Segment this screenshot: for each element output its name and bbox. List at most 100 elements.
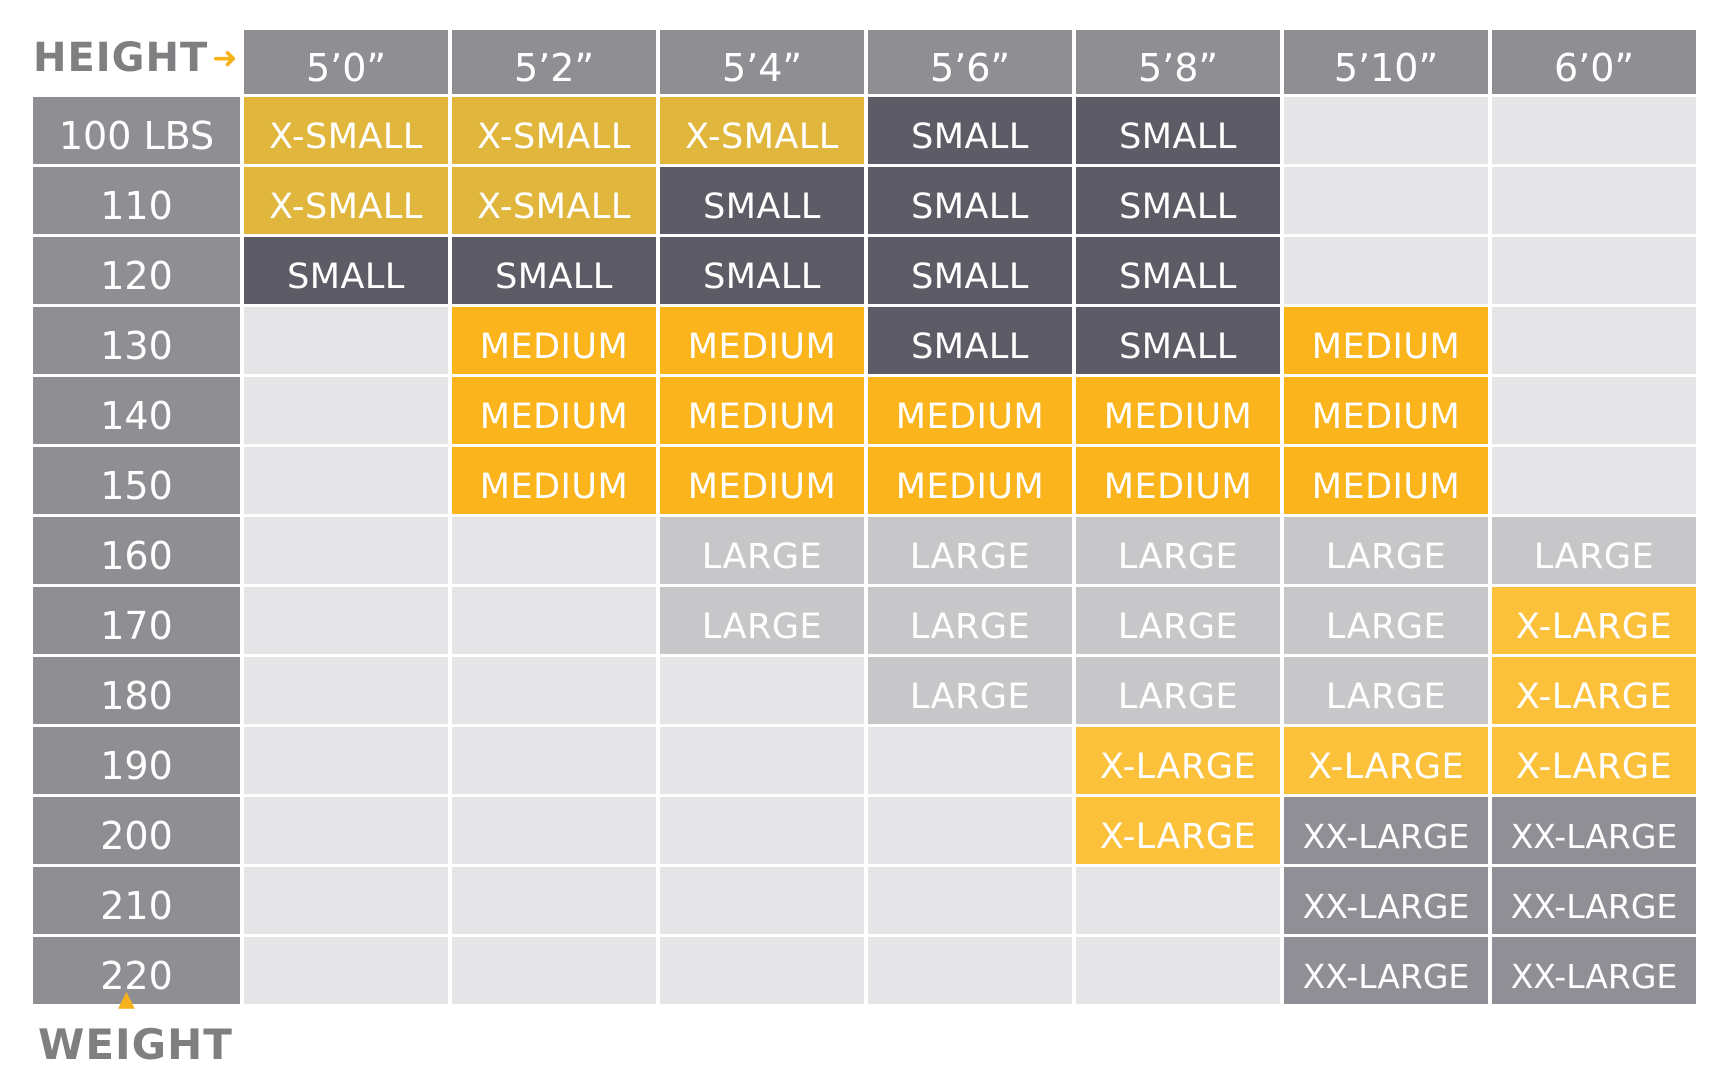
- size-cell: X-SMALL: [452, 97, 656, 164]
- height-header-cell: 5’6”: [868, 30, 1072, 94]
- height-header-cell: 5’2”: [452, 30, 656, 94]
- weight-axis-label: WEIGHT: [38, 1020, 233, 1069]
- weight-row-label: 120: [33, 237, 240, 304]
- empty-cell: [452, 797, 656, 864]
- size-cell: MEDIUM: [1076, 377, 1280, 444]
- empty-cell: [1076, 867, 1280, 934]
- empty-cell: [244, 657, 448, 724]
- size-cell: MEDIUM: [868, 377, 1072, 444]
- size-cell: X-SMALL: [660, 97, 864, 164]
- size-cell: LARGE: [1076, 517, 1280, 584]
- size-cell: LARGE: [1284, 587, 1488, 654]
- size-cell: SMALL: [1076, 307, 1280, 374]
- weight-row-label: 210: [33, 867, 240, 934]
- height-header-cell: 5’0”: [244, 30, 448, 94]
- empty-cell: [868, 937, 1072, 1004]
- empty-cell: [244, 587, 448, 654]
- size-cell: LARGE: [1284, 657, 1488, 724]
- weight-row-label: 170: [33, 587, 240, 654]
- size-cell: LARGE: [868, 657, 1072, 724]
- empty-cell: [1492, 307, 1696, 374]
- empty-cell: [452, 867, 656, 934]
- empty-cell: [452, 587, 656, 654]
- empty-cell: [244, 867, 448, 934]
- size-cell: MEDIUM: [660, 447, 864, 514]
- size-cell: MEDIUM: [452, 447, 656, 514]
- size-cell: LARGE: [868, 587, 1072, 654]
- empty-cell: [452, 937, 656, 1004]
- size-cell: MEDIUM: [868, 447, 1072, 514]
- size-cell: XX-LARGE: [1284, 867, 1488, 934]
- weight-row-label: 150: [33, 447, 240, 514]
- height-header-cell: 5’4”: [660, 30, 864, 94]
- size-cell: MEDIUM: [1284, 377, 1488, 444]
- empty-cell: [244, 447, 448, 514]
- empty-cell: [1284, 97, 1488, 164]
- size-cell: MEDIUM: [1076, 447, 1280, 514]
- size-cell: LARGE: [660, 587, 864, 654]
- size-cell: MEDIUM: [1284, 307, 1488, 374]
- empty-cell: [660, 727, 864, 794]
- empty-cell: [1492, 377, 1696, 444]
- size-cell: X-LARGE: [1076, 797, 1280, 864]
- size-cell: SMALL: [868, 97, 1072, 164]
- empty-cell: [1492, 447, 1696, 514]
- empty-cell: [660, 937, 864, 1004]
- size-cell: MEDIUM: [452, 307, 656, 374]
- size-cell: X-LARGE: [1076, 727, 1280, 794]
- empty-cell: [244, 937, 448, 1004]
- size-cell: MEDIUM: [452, 377, 656, 444]
- size-cell: LARGE: [868, 517, 1072, 584]
- size-cell: SMALL: [660, 237, 864, 304]
- height-corner: HEIGHT ➜: [33, 30, 240, 94]
- size-cell: SMALL: [660, 167, 864, 234]
- size-cell: X-SMALL: [244, 167, 448, 234]
- size-cell: SMALL: [868, 237, 1072, 304]
- size-cell: SMALL: [1076, 237, 1280, 304]
- empty-cell: [868, 867, 1072, 934]
- empty-cell: [244, 727, 448, 794]
- empty-cell: [1284, 237, 1488, 304]
- size-cell: SMALL: [1076, 167, 1280, 234]
- empty-cell: [660, 657, 864, 724]
- empty-cell: [452, 657, 656, 724]
- weight-row-label: 180: [33, 657, 240, 724]
- empty-cell: [660, 867, 864, 934]
- size-cell: LARGE: [660, 517, 864, 584]
- empty-cell: [660, 797, 864, 864]
- size-cell: X-LARGE: [1492, 727, 1696, 794]
- weight-row-label: 200: [33, 797, 240, 864]
- size-chart-grid: HEIGHT ➜ 5’0” 5’2” 5’4” 5’6” 5’8” 5’10” 6’0” 10…: [33, 30, 1696, 1004]
- weight-row-label: 160: [33, 517, 240, 584]
- empty-cell: [244, 377, 448, 444]
- empty-cell: [244, 517, 448, 584]
- weight-row-label: 140: [33, 377, 240, 444]
- weight-row-label: 220: [33, 937, 240, 1004]
- empty-cell: [1284, 167, 1488, 234]
- empty-cell: [868, 727, 1072, 794]
- size-cell: X-LARGE: [1284, 727, 1488, 794]
- size-cell: LARGE: [1076, 587, 1280, 654]
- empty-cell: [452, 727, 656, 794]
- weight-row-label: 110: [33, 167, 240, 234]
- size-cell: X-SMALL: [244, 97, 448, 164]
- size-cell: LARGE: [1284, 517, 1488, 584]
- size-cell: XX-LARGE: [1492, 937, 1696, 1004]
- weight-row-label: 190: [33, 727, 240, 794]
- arrow-right-icon: ➜: [212, 40, 239, 76]
- empty-cell: [1492, 97, 1696, 164]
- size-cell: XX-LARGE: [1492, 797, 1696, 864]
- height-label-text: HEIGHT: [33, 35, 209, 81]
- empty-cell: [1492, 237, 1696, 304]
- empty-cell: [244, 307, 448, 374]
- size-cell: LARGE: [1492, 517, 1696, 584]
- arrow-up-icon: ▲: [118, 987, 135, 1012]
- size-cell: SMALL: [868, 307, 1072, 374]
- empty-cell: [868, 797, 1072, 864]
- size-cell: X-SMALL: [452, 167, 656, 234]
- height-header-cell: 5’8”: [1076, 30, 1280, 94]
- size-cell: SMALL: [452, 237, 656, 304]
- weight-row-label: 100 LBS: [33, 97, 240, 164]
- size-cell: XX-LARGE: [1284, 937, 1488, 1004]
- size-cell: SMALL: [244, 237, 448, 304]
